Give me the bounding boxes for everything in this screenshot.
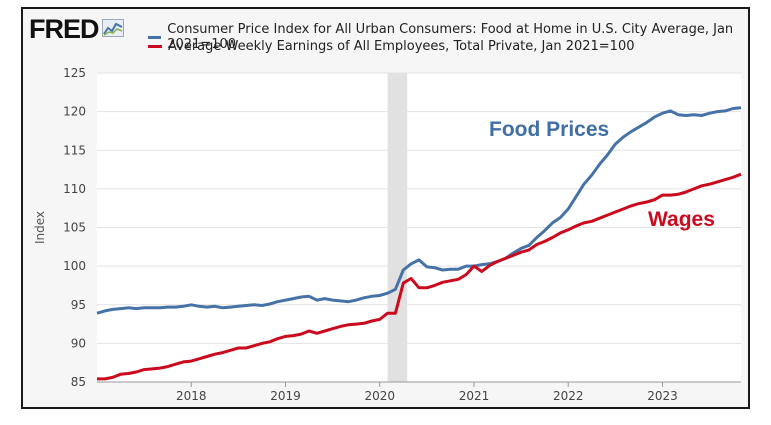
fred-logo-text: FRED [29,14,99,44]
x-tick-label-2021: 2021 [459,389,490,403]
fred-logo: FRED [29,16,124,43]
y-tick-label-85: 85 [71,375,86,389]
y-tick-label-100: 100 [63,259,86,273]
y-tick-label-115: 115 [63,143,86,157]
series-line-food-cpi[interactable] [96,106,742,315]
annotation-wages: Wages [648,208,715,231]
y-tick-label-120: 120 [63,105,86,119]
y-axis-label: Index [33,211,47,244]
y-tick-label-110: 110 [63,182,86,196]
legend-swatch-red [148,45,162,48]
y-tick-label-105: 105 [63,221,86,235]
y-tick-label-90: 90 [71,336,86,350]
legend-label-food-cpi: Consumer Price Index for All Urban Consu… [167,22,734,52]
annotation-food-prices: Food Prices [489,118,609,141]
legend-label-weekly-earnings: Average Weekly Earnings of All Employees… [168,39,635,54]
legend-item-weekly-earnings[interactable]: Average Weekly Earnings of All Employees… [148,39,635,54]
x-tick-label-2018: 2018 [176,389,207,403]
line-chart-icon [101,18,124,41]
x-tick-label-2023: 2023 [647,389,678,403]
legend-swatch-blue [148,35,162,39]
y-tick-label-125: 125 [63,66,86,80]
legend-item-food-cpi[interactable]: Consumer Price Index for All Urban Consu… [148,22,771,52]
x-tick-label-2020: 2020 [364,389,395,403]
series-line-weekly-earnings[interactable] [97,172,742,381]
x-tick-label-2019: 2019 [270,389,301,403]
y-tick-label-95: 95 [71,298,86,312]
x-tick-label-2022: 2022 [553,389,584,403]
